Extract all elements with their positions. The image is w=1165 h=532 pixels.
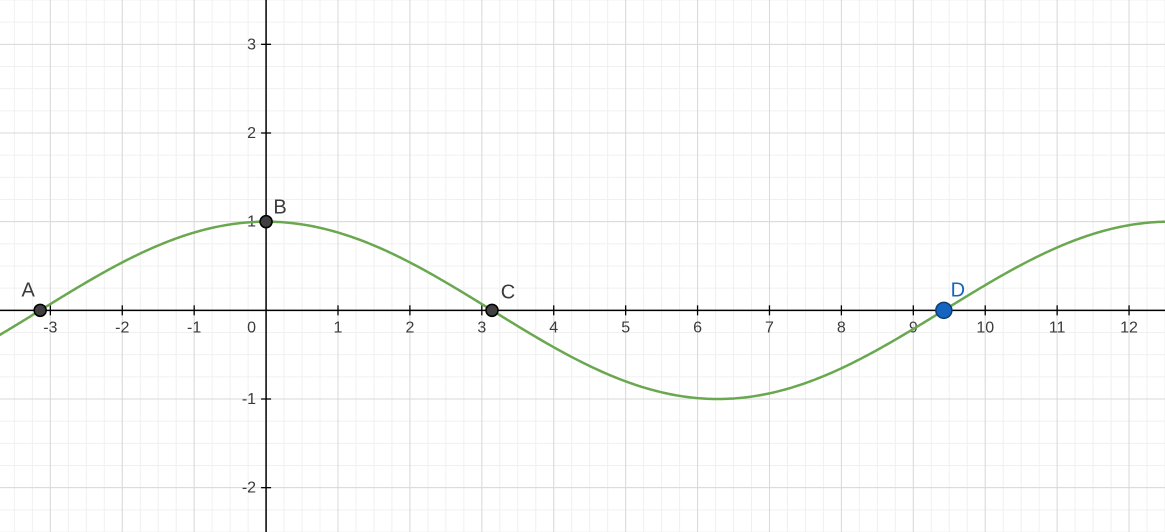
y-tick-label: 2 bbox=[247, 125, 256, 142]
point-a[interactable] bbox=[34, 304, 46, 316]
x-tick-label: 7 bbox=[765, 319, 774, 336]
x-tick-label: 5 bbox=[621, 319, 630, 336]
x-tick-label: 4 bbox=[549, 319, 558, 336]
x-tick-label: -2 bbox=[115, 319, 129, 336]
x-tick-label: 10 bbox=[976, 319, 994, 336]
x-tick-label: 3 bbox=[477, 319, 486, 336]
x-tick-label: 8 bbox=[837, 319, 846, 336]
x-tick-label: 6 bbox=[693, 319, 702, 336]
cosine-chart: -3-2-1123456789101112-2-11230ABCD bbox=[0, 0, 1165, 532]
point-b[interactable] bbox=[260, 216, 272, 228]
point-label-c: C bbox=[501, 281, 515, 303]
x-tick-label: 12 bbox=[1120, 319, 1138, 336]
y-tick-label: -2 bbox=[242, 480, 256, 497]
x-tick-label: 1 bbox=[334, 319, 343, 336]
y-tick-label: 3 bbox=[247, 36, 256, 53]
point-c[interactable] bbox=[486, 304, 498, 316]
point-d[interactable] bbox=[936, 302, 952, 318]
point-label-b: B bbox=[273, 197, 286, 219]
point-label-d: D bbox=[951, 279, 965, 301]
y-tick-label: -1 bbox=[242, 391, 256, 408]
origin-label: 0 bbox=[247, 319, 256, 336]
x-tick-label: 2 bbox=[405, 319, 414, 336]
point-label-a: A bbox=[21, 279, 35, 301]
x-tick-label: -3 bbox=[43, 319, 57, 336]
x-tick-label: 11 bbox=[1049, 319, 1066, 336]
x-tick-label: -1 bbox=[187, 319, 201, 336]
